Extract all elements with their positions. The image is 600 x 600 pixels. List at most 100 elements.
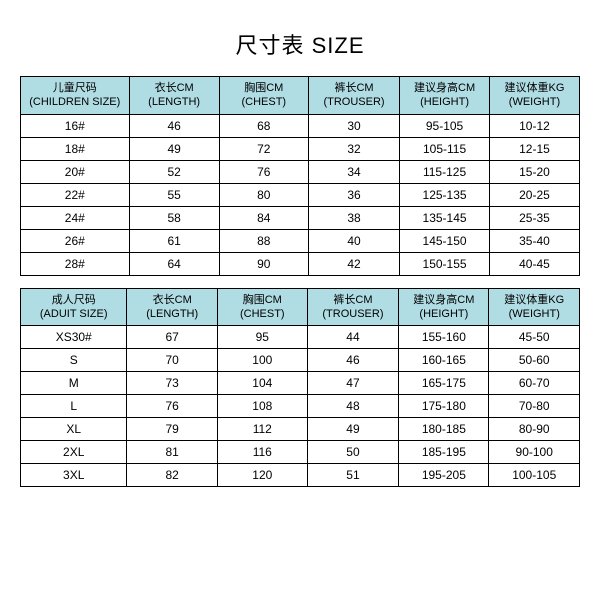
table-cell: 95 (217, 326, 307, 349)
table-cell: 150-155 (400, 252, 490, 275)
table-cell: 50 (307, 441, 399, 464)
page-title: 尺寸表 SIZE (235, 28, 364, 60)
col-header-zh: 胸围CM (222, 81, 306, 95)
table-cell: 61 (129, 229, 219, 252)
table-cell: 145-150 (400, 229, 490, 252)
col-header-zh: 成人尺码 (23, 293, 124, 307)
table-cell: 80-90 (489, 418, 580, 441)
table-row: 26#618840145-15035-40 (21, 229, 580, 252)
table-cell: 15-20 (489, 160, 579, 183)
table-cell: 46 (307, 349, 399, 372)
table-cell: 90-100 (489, 441, 580, 464)
table-row: 20#527634115-12515-20 (21, 160, 580, 183)
children-size-table: 儿童尺码 (CHILDREN SIZE) 衣长CM (LENGTH) 胸围CM … (20, 76, 580, 276)
table-cell: 76 (219, 160, 308, 183)
table-row: 22#558036125-13520-25 (21, 183, 580, 206)
table-cell: 38 (308, 206, 399, 229)
table-cell: 155-160 (399, 326, 489, 349)
table-cell: 70 (127, 349, 218, 372)
table-cell: 28# (21, 252, 130, 275)
table-cell: 30 (308, 114, 399, 137)
table-row: 28#649042150-15540-45 (21, 252, 580, 275)
col-header-zh: 建议身高CM (401, 293, 486, 307)
table-cell: 40 (308, 229, 399, 252)
table-cell: 25-35 (489, 206, 579, 229)
col-header-en: (LENGTH) (132, 95, 217, 109)
table-cell: 105-115 (400, 137, 490, 160)
adult-header-row: 成人尺码 (ADUIT SIZE) 衣长CM (LENGTH) 胸围CM (CH… (21, 288, 580, 326)
col-header-en: (WEIGHT) (491, 307, 577, 321)
table-cell: 76 (127, 395, 218, 418)
children-header-row: 儿童尺码 (CHILDREN SIZE) 衣长CM (LENGTH) 胸围CM … (21, 77, 580, 115)
col-header-en: (LENGTH) (129, 307, 215, 321)
table-cell: 36 (308, 183, 399, 206)
table-cell: 100 (217, 349, 307, 372)
table-cell: 35-40 (489, 229, 579, 252)
children-body: 16#46683095-10510-1218#497232105-11512-1… (21, 114, 580, 275)
col-header-zh: 衣长CM (129, 293, 215, 307)
col-header-en: (HEIGHT) (401, 307, 486, 321)
table-cell: 95-105 (400, 114, 490, 137)
table-cell: 16# (21, 114, 130, 137)
table-row: S7010046160-16550-60 (21, 349, 580, 372)
table-cell: 82 (127, 464, 218, 487)
table-cell: S (21, 349, 127, 372)
table-cell: 52 (129, 160, 219, 183)
table-cell: 180-185 (399, 418, 489, 441)
table-row: 24#588438135-14525-35 (21, 206, 580, 229)
table-cell: 40-45 (489, 252, 579, 275)
table-cell: 88 (219, 229, 308, 252)
table-cell: 24# (21, 206, 130, 229)
col-header-chest: 胸围CM (CHEST) (219, 77, 308, 115)
col-header-length: 衣长CM (LENGTH) (129, 77, 219, 115)
table-cell: 48 (307, 395, 399, 418)
table-cell: 47 (307, 372, 399, 395)
col-header-en: (ADUIT SIZE) (23, 307, 124, 321)
table-row: 2XL8111650185-19590-100 (21, 441, 580, 464)
table-cell: 68 (219, 114, 308, 137)
col-header-trouser: 裤长CM (TROUSER) (307, 288, 399, 326)
table-cell: 135-145 (400, 206, 490, 229)
table-cell: 22# (21, 183, 130, 206)
table-cell: 165-175 (399, 372, 489, 395)
table-cell: M (21, 372, 127, 395)
table-cell: 51 (307, 464, 399, 487)
col-header-en: (TROUSER) (310, 307, 397, 321)
table-cell: 32 (308, 137, 399, 160)
col-header-zh: 胸围CM (220, 293, 305, 307)
table-row: 18#497232105-11512-15 (21, 137, 580, 160)
table-row: XS30#679544155-16045-50 (21, 326, 580, 349)
table-cell: 44 (307, 326, 399, 349)
table-cell: 18# (21, 137, 130, 160)
table-cell: 84 (219, 206, 308, 229)
col-header-zh: 裤长CM (310, 293, 397, 307)
col-header-zh: 建议身高CM (402, 81, 487, 95)
table-cell: 55 (129, 183, 219, 206)
table-cell: 46 (129, 114, 219, 137)
table-cell: 60-70 (489, 372, 580, 395)
table-row: M7310447165-17560-70 (21, 372, 580, 395)
table-row: 16#46683095-10510-12 (21, 114, 580, 137)
table-cell: 79 (127, 418, 218, 441)
col-header-en: (WEIGHT) (492, 95, 577, 109)
col-header-weight: 建议体重KG (WEIGHT) (489, 77, 579, 115)
table-cell: 50-60 (489, 349, 580, 372)
col-header-length: 衣长CM (LENGTH) (127, 288, 218, 326)
col-header-zh: 建议体重KG (491, 293, 577, 307)
table-cell: 49 (307, 418, 399, 441)
table-cell: 115-125 (400, 160, 490, 183)
table-cell: 120 (217, 464, 307, 487)
table-cell: 116 (217, 441, 307, 464)
adult-body: XS30#679544155-16045-50S7010046160-16550… (21, 326, 580, 487)
col-header-en: (CHEST) (222, 95, 306, 109)
table-cell: 10-12 (489, 114, 579, 137)
table-row: XL7911249180-18580-90 (21, 418, 580, 441)
table-cell: 175-180 (399, 395, 489, 418)
table-cell: XS30# (21, 326, 127, 349)
table-cell: 49 (129, 137, 219, 160)
col-header-en: (CHILDREN SIZE) (23, 95, 127, 109)
col-header-en: (HEIGHT) (402, 95, 487, 109)
col-header-size: 儿童尺码 (CHILDREN SIZE) (21, 77, 130, 115)
table-cell: 64 (129, 252, 219, 275)
table-cell: 26# (21, 229, 130, 252)
